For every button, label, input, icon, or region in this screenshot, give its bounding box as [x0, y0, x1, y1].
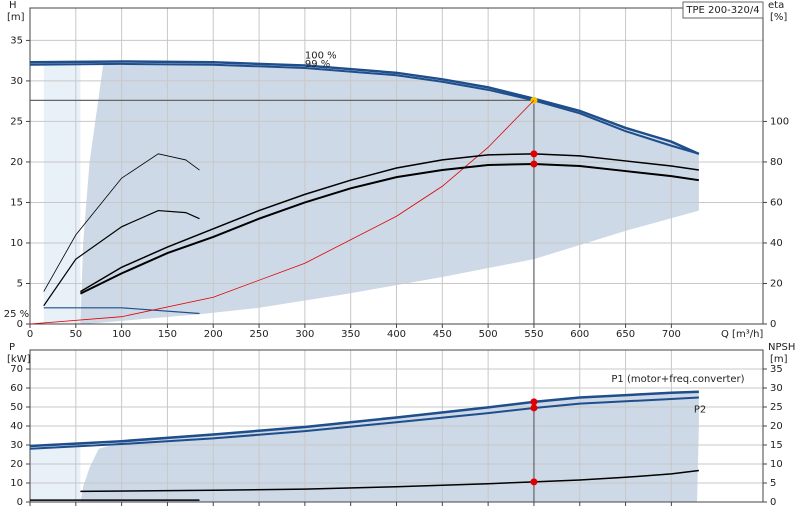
y-tick-label: 20 — [10, 459, 23, 470]
x-tick-label: 150 — [158, 329, 177, 340]
y2-tick-label: 20 — [770, 278, 783, 289]
y2-axis-title: NPSH — [768, 342, 795, 353]
curve — [80, 153, 699, 293]
x-tick-label: 550 — [524, 329, 543, 340]
curve — [43, 307, 200, 315]
series-label: 99 % — [305, 59, 330, 70]
y-tick-label: 0 — [17, 497, 23, 508]
y2-tick-label: 30 — [770, 383, 783, 394]
y-tick-label: 0 — [17, 319, 23, 330]
curve — [43, 209, 200, 307]
chart-title: TPE 200-320/4 — [685, 5, 759, 16]
curve — [29, 390, 699, 448]
y-axis-unit: [kW] — [7, 354, 31, 365]
y2-tick-label: 25 — [770, 402, 783, 413]
x-tick-label: 450 — [433, 329, 452, 340]
x-tick-label: 100 — [112, 329, 131, 340]
y2-axis-unit: [m] — [770, 354, 788, 365]
operating-range — [43, 63, 81, 324]
y2-tick-label: 5 — [770, 478, 776, 489]
x-tick-label: 700 — [662, 329, 681, 340]
duty-point — [530, 404, 538, 412]
curve — [29, 396, 699, 450]
y-tick-label: 15 — [10, 197, 23, 208]
y-tick-label: 20 — [10, 157, 23, 168]
curve — [43, 153, 200, 292]
operating-range — [80, 391, 699, 502]
duty-point — [530, 478, 538, 486]
series-label: 100 % — [305, 51, 337, 62]
y-tick-label: 30 — [10, 440, 23, 451]
y-tick-label: 70 — [10, 364, 23, 375]
x-tick-label: 250 — [250, 329, 269, 340]
y-tick-label: 10 — [10, 238, 23, 249]
series-label: P1 (motor+freq.converter) — [611, 374, 744, 385]
curve — [29, 100, 535, 325]
operating-range — [30, 444, 81, 502]
x-tick-label: 50 — [69, 329, 82, 340]
y-tick-label: 60 — [10, 383, 23, 394]
y2-tick-label: 10 — [770, 459, 783, 470]
plot-frame — [29, 349, 764, 503]
y2-tick-label: 0 — [770, 497, 776, 508]
y2-axis-unit: [%] — [770, 12, 787, 23]
curve — [29, 60, 700, 155]
y2-tick-label: 80 — [770, 157, 783, 168]
y2-tick-label: 15 — [770, 440, 783, 451]
duty-point — [530, 160, 538, 168]
x-tick-label: 650 — [616, 329, 635, 340]
y2-tick-label: 20 — [770, 421, 783, 432]
y-axis-unit: [m] — [7, 12, 25, 23]
y-tick-label: 5 — [17, 278, 23, 289]
y-tick-label: 10 — [10, 478, 23, 489]
x-tick-label: 600 — [570, 329, 589, 340]
x-tick-label: 0 — [27, 329, 33, 340]
y-tick-label: 25 — [10, 116, 23, 127]
y2-tick-label: 100 — [770, 116, 789, 127]
y2-tick-label: 40 — [770, 238, 783, 249]
y2-axis-title: eta — [768, 0, 784, 11]
y2-tick-label: 0 — [770, 319, 776, 330]
operating-range — [80, 63, 699, 324]
y-tick-label: 50 — [10, 402, 23, 413]
y2-tick-label: 60 — [770, 197, 783, 208]
series-label: P2 — [694, 405, 706, 416]
x-tick-label: 350 — [341, 329, 360, 340]
x-axis-title: Q [m³/h] — [721, 329, 763, 340]
duty-point — [530, 150, 538, 158]
curve — [80, 469, 699, 493]
curve — [79, 162, 700, 295]
y-tick-label: 30 — [10, 76, 23, 87]
x-tick-label: 200 — [204, 329, 223, 340]
series-label: 25 % — [4, 309, 29, 320]
legend-box — [682, 1, 764, 19]
x-tick-label: 500 — [479, 329, 498, 340]
x-tick-label: 300 — [295, 329, 314, 340]
plot-frame — [29, 7, 764, 325]
duty-point — [530, 398, 538, 406]
y-tick-label: 35 — [10, 35, 23, 46]
y-axis-title: P — [9, 342, 15, 353]
curve — [29, 62, 700, 155]
y2-tick-label: 35 — [770, 364, 783, 375]
x-tick-label: 400 — [387, 329, 406, 340]
y-axis-title: H — [9, 0, 17, 11]
y-tick-label: 40 — [10, 421, 23, 432]
